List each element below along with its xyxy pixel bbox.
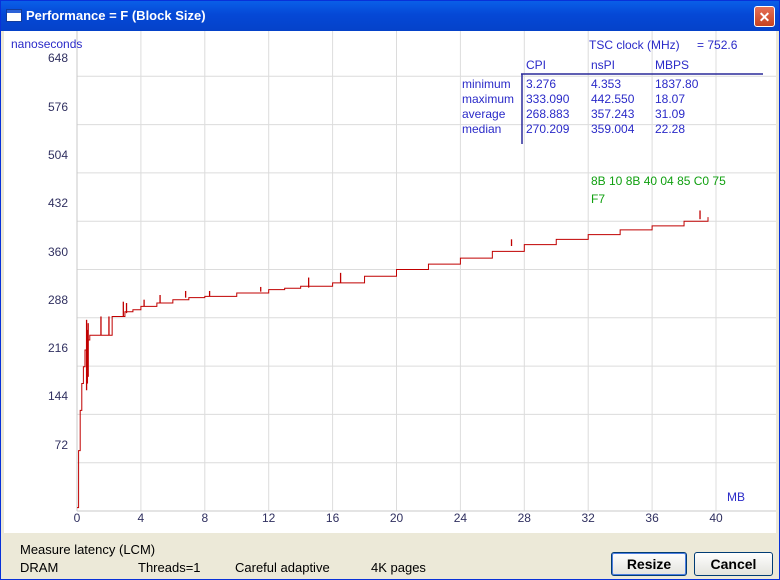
stat-nspi-value: 442.550 xyxy=(591,92,635,106)
y-tick-label: 648 xyxy=(47,51,68,66)
window-title: Performance = F (Block Size) xyxy=(26,8,206,23)
x-tick-label: 32 xyxy=(581,511,595,525)
y-tick-label: 504 xyxy=(47,147,68,162)
y-tick-label: 72 xyxy=(54,437,68,452)
resize-button[interactable]: Resize xyxy=(611,552,687,576)
stat-row-label: average xyxy=(462,107,506,121)
tsc-clock-label: TSC clock (MHz) xyxy=(589,38,680,52)
stat-cpi-value: 270.209 xyxy=(526,122,570,136)
stat-mbps-value: 22.28 xyxy=(655,122,686,136)
stat-nspi-value: 357.243 xyxy=(591,107,635,121)
stat-mbps-value: 1837.80 xyxy=(655,77,699,91)
y-tick-label: 576 xyxy=(47,99,68,114)
latency-series-line xyxy=(77,217,709,509)
y-axis-title: nanoseconds xyxy=(11,37,83,51)
stat-row-label: median xyxy=(462,122,502,136)
x-tick-label: 16 xyxy=(325,511,340,525)
page-size: 4K pages xyxy=(371,560,426,575)
y-tick-label: 432 xyxy=(47,196,68,211)
x-tick-label: 20 xyxy=(389,511,404,525)
x-tick-label: 28 xyxy=(517,511,531,525)
x-tick-label: 0 xyxy=(73,511,81,525)
close-button[interactable]: ✕ xyxy=(754,6,775,27)
cancel-button[interactable]: Cancel xyxy=(694,552,773,576)
stat-nspi-value: 359.004 xyxy=(591,122,635,136)
y-tick-label: 288 xyxy=(47,292,68,307)
y-tick-label: 360 xyxy=(47,244,68,259)
hex-bytes-line2: F7 xyxy=(591,192,606,206)
hex-bytes-line1: 8B 10 8B 40 04 85 C0 75 xyxy=(591,174,726,188)
plot-area: 72 144 216 288 360 432 504 576 648 0 4 8 12 16 20 24 28… xyxy=(4,31,776,533)
x-axis-unit: MB xyxy=(727,490,745,504)
memory-type: DRAM xyxy=(20,560,59,575)
x-tick-label: 4 xyxy=(137,511,145,525)
stat-cpi-value: 3.276 xyxy=(526,77,557,91)
x-tick-label: 36 xyxy=(645,511,659,525)
col-header-cpi: CPI xyxy=(526,58,547,72)
tsc-clock-value: = 752.6 xyxy=(697,38,738,52)
x-tick-label: 12 xyxy=(262,511,276,525)
x-tick-label: 24 xyxy=(453,511,468,525)
stat-row-label: maximum xyxy=(462,92,515,106)
stat-cpi-value: 268.883 xyxy=(526,107,570,121)
x-tick-label: 40 xyxy=(709,511,723,525)
stat-mbps-value: 18.07 xyxy=(655,92,686,106)
col-header-nspi: nsPI xyxy=(591,58,616,72)
stat-cpi-value: 333.090 xyxy=(526,92,570,106)
stat-nspi-value: 4.353 xyxy=(591,77,622,91)
y-tick-label: 216 xyxy=(47,341,68,356)
measure-mode: Measure latency (LCM) xyxy=(20,542,156,557)
stat-mbps-value: 31.09 xyxy=(655,107,686,121)
x-tick-label: 8 xyxy=(201,511,209,525)
latency-chart xyxy=(76,31,776,512)
thread-count: Threads=1 xyxy=(138,560,201,575)
window-icon xyxy=(6,9,22,22)
title-bar[interactable]: Performance = F (Block Size) ✕ xyxy=(1,1,779,31)
stat-row-label: minimum xyxy=(462,77,511,91)
col-header-mbps: MBPS xyxy=(655,58,690,72)
adaptive-mode: Careful adaptive xyxy=(235,560,330,575)
y-tick-label: 144 xyxy=(47,389,68,404)
